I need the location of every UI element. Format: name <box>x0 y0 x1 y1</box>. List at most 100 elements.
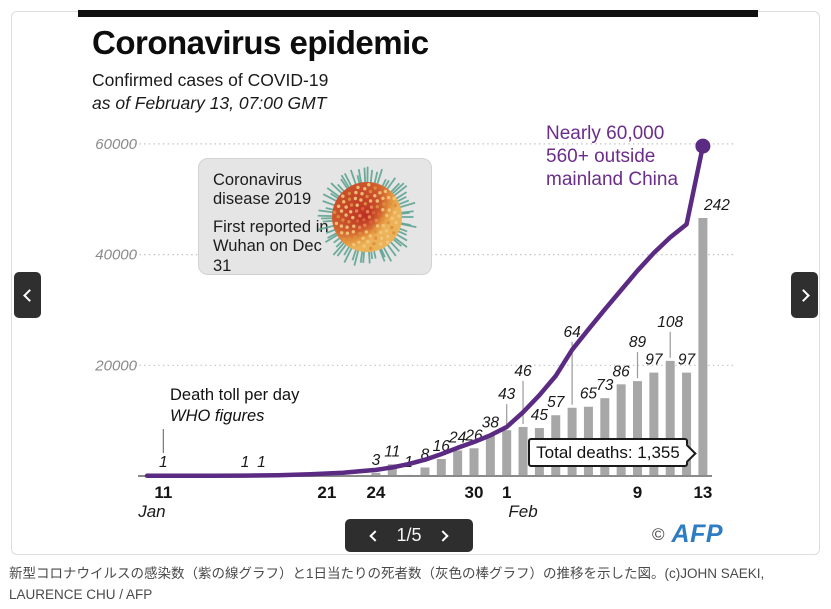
virus-speckle <box>363 223 367 227</box>
death-bar <box>485 435 495 476</box>
virus-spike <box>399 210 414 214</box>
virus-speckle <box>347 197 352 201</box>
month-label: Feb <box>508 502 537 521</box>
virus-spike <box>318 224 336 231</box>
virus-spike <box>322 200 337 207</box>
virus-speckle <box>356 185 360 190</box>
virus-speckle <box>379 230 383 235</box>
virus-speckle <box>345 231 350 235</box>
virus-speckle <box>363 187 367 191</box>
virus-speckle <box>362 244 366 248</box>
cases-annotation-line1: Nearly 60,000 <box>546 123 665 144</box>
virus-speckle <box>369 246 373 251</box>
virus-speckle <box>385 240 390 244</box>
virus-spike <box>388 240 400 252</box>
virus-speckle <box>353 196 358 201</box>
total-deaths-callout: Total deaths: 1,355 <box>528 438 697 467</box>
virus-spike <box>357 169 363 185</box>
virus-speckle <box>357 240 361 244</box>
photo-caption: 新型コロナウイルスの感染数（紫の線グラフ）と1日当たりの死者数（灰色の棒グラフ）… <box>9 566 765 602</box>
carousel-prev-button[interactable] <box>14 272 41 318</box>
virus-spike <box>359 249 364 263</box>
virus-speckle <box>367 215 372 219</box>
virus-speckle <box>355 203 359 207</box>
pager-next-icon[interactable] <box>437 529 449 542</box>
virus-spike <box>362 249 366 264</box>
virus-speckle <box>354 209 359 213</box>
afp-logo: AFP <box>671 520 724 548</box>
virus-speckle <box>347 191 351 196</box>
carousel-next-button[interactable] <box>791 272 818 318</box>
bar-value-label: 1 <box>241 454 250 471</box>
virus-speckle <box>363 202 367 206</box>
chart-dateline: as of February 13, 07:00 GMT <box>92 92 327 113</box>
virus-speckle <box>375 224 380 228</box>
virus-speckle <box>368 189 373 194</box>
death-bar <box>665 360 675 476</box>
death-bar <box>420 467 430 476</box>
virus-speckle <box>373 186 377 190</box>
virus-speckle <box>347 220 351 224</box>
virus-speckle <box>392 231 396 235</box>
virus-speckle <box>386 221 390 225</box>
x-tick-label: 13 <box>693 483 712 502</box>
page-title: Coronavirus epidemic <box>92 24 429 61</box>
virus-spike <box>390 182 405 196</box>
virus-speckle <box>375 199 379 203</box>
virus-speckle <box>339 209 344 213</box>
virus-speckle <box>381 196 385 200</box>
virus-speckle <box>372 242 376 246</box>
disease-name: Coronavirus disease 2019 <box>213 171 312 209</box>
bar-value-label: 86 <box>613 363 631 380</box>
death-bar <box>371 472 381 476</box>
bar-value-label: 45 <box>531 407 549 424</box>
virus-speckle <box>357 225 362 230</box>
death-bar <box>502 430 512 476</box>
bar-value-label: 64 <box>563 324 581 341</box>
virus-speckle <box>368 226 373 230</box>
virus-speckle <box>367 183 371 187</box>
total-deaths-label: Total deaths: 1,355 <box>536 442 680 462</box>
page-indicator: 1/5 <box>396 525 422 545</box>
x-tick-label: 30 <box>465 483 484 502</box>
virus-speckle <box>360 192 364 196</box>
death-bar <box>453 450 463 476</box>
virus-speckle <box>339 224 344 228</box>
virus-speckle <box>373 236 378 240</box>
virus-spike <box>363 167 367 185</box>
afp-credit: © AFP <box>652 520 723 549</box>
bar-value-label: 97 <box>678 352 697 369</box>
virus-spike <box>392 185 408 198</box>
virus-spike <box>343 173 353 189</box>
virus-spike <box>343 246 354 264</box>
virus-spike <box>373 171 379 186</box>
virus-spike <box>340 178 350 191</box>
chart-subtitle: Confirmed cases of COVID-19 <box>92 69 329 90</box>
virus-spike <box>332 241 346 256</box>
death-bar <box>600 398 610 476</box>
virus-speckle <box>380 217 385 221</box>
virus-spike <box>353 248 360 266</box>
pager-prev-icon[interactable] <box>369 529 381 542</box>
virus-speckle <box>392 196 396 201</box>
virus-spike <box>398 201 416 209</box>
death-bar <box>682 372 692 476</box>
virus-speckle <box>352 224 356 228</box>
virus-speckle <box>380 236 384 240</box>
chevron-left-icon <box>22 288 36 302</box>
virus-speckle <box>334 221 339 226</box>
y-tick-label: 60000 <box>95 136 137 153</box>
bar-value-label: 97 <box>645 352 664 369</box>
virus-spike <box>392 236 408 248</box>
x-tick-label: 9 <box>633 483 642 502</box>
virus-speckle <box>340 231 344 235</box>
virus-speckle <box>388 202 392 206</box>
virus-speckle <box>347 237 352 241</box>
virus-speckle <box>341 218 345 222</box>
virus-speckle <box>385 213 389 218</box>
death-bar <box>616 384 626 476</box>
virus-speckle <box>352 243 356 247</box>
virus-speckle <box>375 205 379 209</box>
virus-spike <box>378 247 386 262</box>
virus-speckle <box>336 215 340 219</box>
